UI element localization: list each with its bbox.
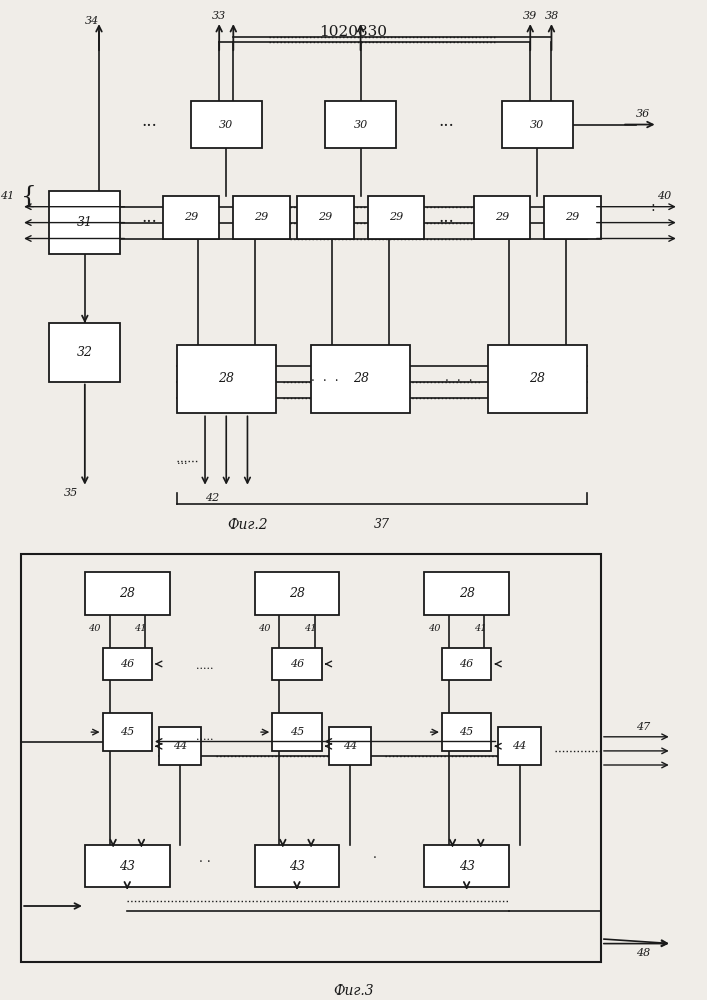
Bar bbox=[233, 196, 290, 238]
Text: 40: 40 bbox=[88, 624, 101, 633]
Text: 28: 28 bbox=[459, 587, 474, 600]
Text: 40: 40 bbox=[258, 624, 271, 633]
Text: 46: 46 bbox=[290, 659, 304, 669]
Bar bbox=[311, 344, 410, 413]
Text: 48: 48 bbox=[636, 948, 650, 958]
Text: 47: 47 bbox=[636, 722, 650, 732]
Text: ...: ... bbox=[438, 209, 454, 226]
Bar bbox=[255, 572, 339, 615]
Text: 41: 41 bbox=[0, 191, 14, 201]
Text: 28: 28 bbox=[289, 587, 305, 600]
Text: 29: 29 bbox=[495, 212, 509, 222]
Text: 45: 45 bbox=[460, 727, 474, 737]
Text: 36: 36 bbox=[636, 109, 650, 119]
Bar bbox=[103, 713, 152, 751]
Text: 30: 30 bbox=[219, 120, 233, 130]
Text: 29: 29 bbox=[318, 212, 332, 222]
Text: 29: 29 bbox=[389, 212, 403, 222]
Text: 1020830: 1020830 bbox=[320, 25, 387, 39]
Text: 41: 41 bbox=[304, 624, 317, 633]
Text: 29: 29 bbox=[255, 212, 269, 222]
Text: 28: 28 bbox=[119, 587, 135, 600]
Text: . .: . . bbox=[199, 852, 211, 865]
Text: ·  ·  ·: · · · bbox=[445, 375, 473, 388]
Text: 34: 34 bbox=[85, 16, 99, 26]
Bar bbox=[191, 101, 262, 148]
Text: 45: 45 bbox=[120, 727, 134, 737]
Bar bbox=[424, 845, 509, 887]
Bar bbox=[474, 196, 530, 238]
Text: :: : bbox=[650, 200, 655, 214]
Bar bbox=[177, 344, 276, 413]
Bar bbox=[442, 648, 491, 680]
Text: 32: 32 bbox=[77, 346, 93, 359]
Text: {: { bbox=[21, 185, 37, 208]
Text: 33: 33 bbox=[212, 11, 226, 21]
Text: 30: 30 bbox=[354, 120, 368, 130]
Text: ...: ... bbox=[177, 456, 187, 466]
Text: 43: 43 bbox=[459, 860, 474, 873]
Bar bbox=[49, 323, 120, 382]
Text: 46: 46 bbox=[120, 659, 134, 669]
Text: 40: 40 bbox=[428, 624, 440, 633]
Bar bbox=[329, 727, 371, 765]
Bar bbox=[163, 196, 219, 238]
Text: 30: 30 bbox=[530, 120, 544, 130]
Text: 43: 43 bbox=[119, 860, 135, 873]
Text: 42: 42 bbox=[205, 493, 219, 503]
Bar bbox=[544, 196, 601, 238]
Text: 45: 45 bbox=[290, 727, 304, 737]
Text: Фиг.3: Фиг.3 bbox=[333, 984, 374, 998]
Text: .....: ..... bbox=[197, 661, 214, 671]
Text: 44: 44 bbox=[513, 741, 527, 751]
Text: 29: 29 bbox=[184, 212, 198, 222]
Text: 44: 44 bbox=[343, 741, 357, 751]
Text: 41: 41 bbox=[474, 624, 486, 633]
Bar bbox=[159, 727, 201, 765]
Text: 29: 29 bbox=[566, 212, 580, 222]
Text: ·: · bbox=[373, 852, 377, 865]
Bar bbox=[103, 648, 152, 680]
Bar bbox=[21, 553, 601, 962]
Bar bbox=[368, 196, 424, 238]
Text: 28: 28 bbox=[218, 372, 234, 385]
Bar bbox=[272, 713, 322, 751]
Text: ...: ... bbox=[141, 209, 157, 226]
Bar bbox=[255, 845, 339, 887]
Text: 28: 28 bbox=[353, 372, 368, 385]
Text: 38: 38 bbox=[544, 11, 559, 21]
Text: 39: 39 bbox=[523, 11, 537, 21]
Bar bbox=[424, 572, 509, 615]
Text: 46: 46 bbox=[460, 659, 474, 669]
Text: ·  ·  ·: · · · bbox=[311, 375, 339, 388]
Text: 40: 40 bbox=[658, 191, 672, 201]
Bar bbox=[325, 101, 396, 148]
Bar bbox=[488, 344, 587, 413]
Bar bbox=[85, 845, 170, 887]
Bar bbox=[498, 727, 541, 765]
Text: .....: ..... bbox=[197, 732, 214, 742]
Text: 44: 44 bbox=[173, 741, 187, 751]
Text: 35: 35 bbox=[64, 488, 78, 498]
Text: 41: 41 bbox=[134, 624, 147, 633]
Text: 37: 37 bbox=[374, 518, 390, 531]
Text: 43: 43 bbox=[289, 860, 305, 873]
Text: ...: ... bbox=[141, 113, 157, 130]
Bar bbox=[272, 648, 322, 680]
Bar bbox=[442, 713, 491, 751]
Bar bbox=[85, 572, 170, 615]
Bar bbox=[49, 191, 120, 254]
Text: 28: 28 bbox=[530, 372, 545, 385]
Text: 31: 31 bbox=[77, 216, 93, 229]
Bar bbox=[502, 101, 573, 148]
Text: Фиг.2: Фиг.2 bbox=[227, 518, 268, 532]
Bar bbox=[297, 196, 354, 238]
Text: ...: ... bbox=[438, 113, 454, 130]
